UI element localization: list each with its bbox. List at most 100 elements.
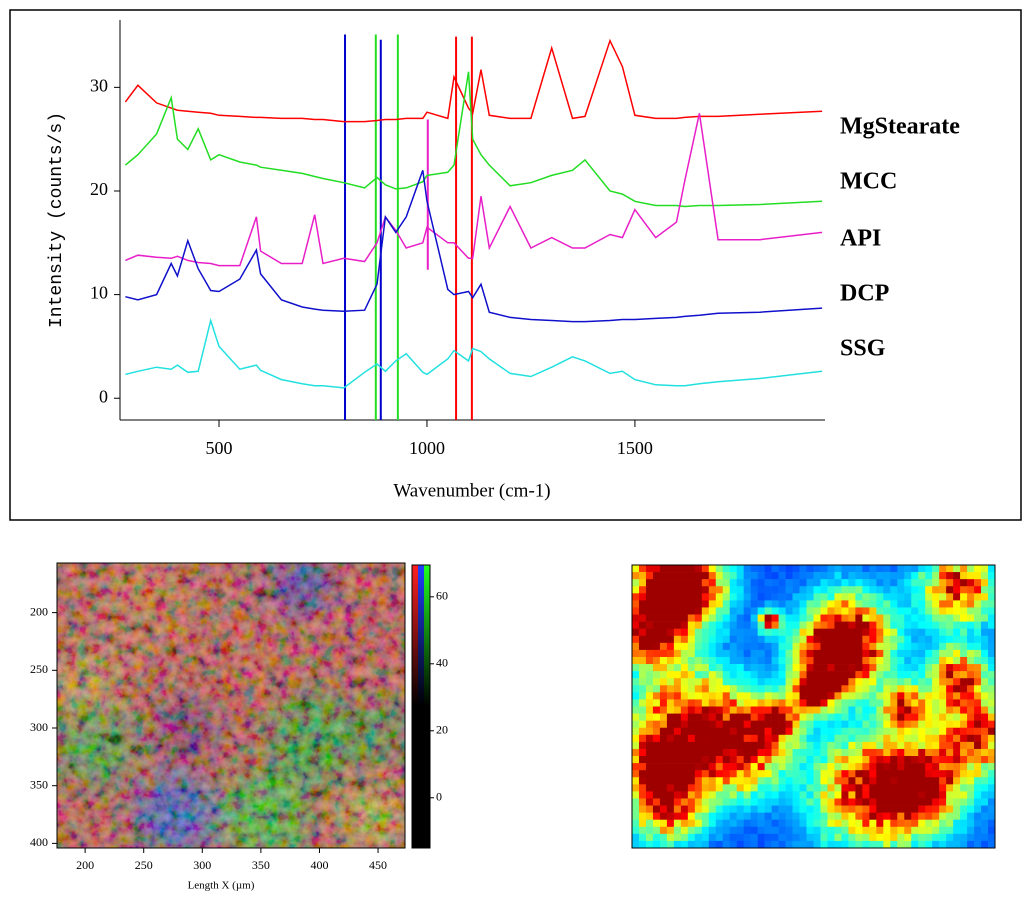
heat-cell bbox=[918, 621, 926, 629]
heat-cell bbox=[722, 763, 731, 771]
heat-cell bbox=[708, 607, 717, 615]
heat-cell bbox=[932, 628, 940, 637]
heat-cell bbox=[974, 798, 982, 806]
heat-cell bbox=[778, 734, 786, 743]
heat-cell bbox=[813, 741, 821, 750]
heat-cell bbox=[722, 579, 731, 587]
heat-cell bbox=[722, 642, 731, 651]
heat-cell bbox=[673, 756, 682, 764]
heat-cell bbox=[890, 713, 898, 721]
heat-cell bbox=[701, 685, 710, 693]
heat-cell bbox=[827, 784, 835, 792]
y-tick-label: 0 bbox=[99, 386, 108, 406]
heat-cell bbox=[645, 720, 654, 729]
heat-cell bbox=[855, 579, 863, 587]
heat-cell bbox=[659, 671, 668, 679]
heat-cell bbox=[939, 770, 947, 778]
heat-cell bbox=[694, 734, 703, 743]
heat-cell bbox=[967, 713, 975, 721]
heat-cell bbox=[632, 692, 640, 700]
heat-cell bbox=[750, 713, 758, 721]
heat-cell bbox=[932, 565, 940, 573]
heat-cell bbox=[757, 649, 765, 658]
heat-cell bbox=[652, 600, 661, 608]
heat-cell bbox=[876, 784, 884, 792]
heat-cell bbox=[953, 614, 961, 622]
heat-cell bbox=[988, 819, 996, 828]
chemical-image: 200 250 300 350 400 450200250300350400Length … bbox=[30, 562, 448, 892]
heat-cell bbox=[778, 671, 786, 679]
heat-cell bbox=[715, 741, 724, 750]
heat-cell bbox=[904, 593, 912, 601]
x-tick-label: 500 bbox=[205, 438, 232, 458]
heat-cell bbox=[967, 635, 975, 644]
heat-cell bbox=[869, 664, 877, 672]
heat-cell bbox=[890, 763, 898, 771]
heat-cell bbox=[680, 642, 689, 651]
heat-cell bbox=[841, 777, 849, 785]
heat-cell bbox=[988, 706, 996, 714]
heat-cell bbox=[848, 607, 856, 615]
heat-cell bbox=[925, 777, 933, 785]
heat-cell bbox=[862, 784, 870, 792]
heat-cell bbox=[736, 572, 744, 580]
heat-cell bbox=[673, 748, 682, 757]
heat-cell bbox=[785, 593, 793, 601]
heat-cell bbox=[827, 656, 835, 665]
heat-cell bbox=[953, 756, 961, 764]
heat-cell bbox=[890, 572, 898, 580]
heat-cell bbox=[890, 600, 898, 608]
heat-cell bbox=[848, 756, 856, 764]
heat-cell bbox=[799, 748, 807, 757]
heat-cell bbox=[722, 734, 731, 743]
heat-cell bbox=[729, 586, 738, 594]
heat-cell bbox=[981, 656, 989, 665]
heat-cell bbox=[785, 798, 793, 806]
heat-cell bbox=[701, 579, 710, 587]
heat-cell bbox=[799, 734, 807, 743]
heat-cell bbox=[729, 741, 738, 750]
heat-cell bbox=[736, 685, 744, 693]
heat-cell bbox=[645, 600, 654, 608]
heat-cell bbox=[785, 565, 793, 573]
heat-cell bbox=[939, 741, 947, 750]
heat-cell bbox=[806, 713, 814, 721]
heat-cell bbox=[883, 628, 891, 637]
heat-cell bbox=[869, 748, 877, 757]
heat-cell bbox=[659, 600, 668, 608]
heat-cell bbox=[932, 664, 940, 672]
heat-cell bbox=[666, 642, 675, 651]
heat-cell bbox=[715, 572, 724, 580]
heat-cell bbox=[806, 741, 814, 750]
heat-cell bbox=[827, 586, 835, 594]
heat-cell bbox=[918, 734, 926, 743]
heat-cell bbox=[792, 734, 800, 743]
heat-cell bbox=[778, 692, 786, 700]
heat-cell bbox=[638, 770, 647, 778]
heat-cell bbox=[981, 812, 989, 821]
heat-cell bbox=[757, 600, 765, 608]
heat-cell bbox=[771, 614, 779, 622]
heat-cell bbox=[715, 685, 724, 693]
heat-cell bbox=[904, 741, 912, 750]
heat-cell bbox=[834, 713, 842, 721]
heat-cell bbox=[680, 727, 689, 736]
heat-cell bbox=[638, 734, 647, 743]
heat-cell bbox=[925, 642, 933, 651]
x-tick-label: 200 bbox=[76, 858, 94, 872]
heat-cell bbox=[701, 791, 710, 799]
heat-cell bbox=[736, 791, 744, 799]
heat-cell bbox=[876, 621, 884, 629]
heat-cell bbox=[946, 784, 954, 792]
heat-cell bbox=[890, 791, 898, 799]
heat-cell bbox=[708, 727, 717, 736]
image-pixels bbox=[57, 563, 405, 848]
heat-cell bbox=[855, 671, 863, 679]
heat-cell bbox=[890, 579, 898, 587]
heat-cell bbox=[883, 699, 891, 707]
heat-cell bbox=[883, 614, 891, 622]
heat-cell bbox=[659, 741, 668, 750]
heat-cell bbox=[652, 784, 661, 792]
heat-cell bbox=[722, 656, 731, 665]
heat-cell bbox=[960, 756, 968, 764]
